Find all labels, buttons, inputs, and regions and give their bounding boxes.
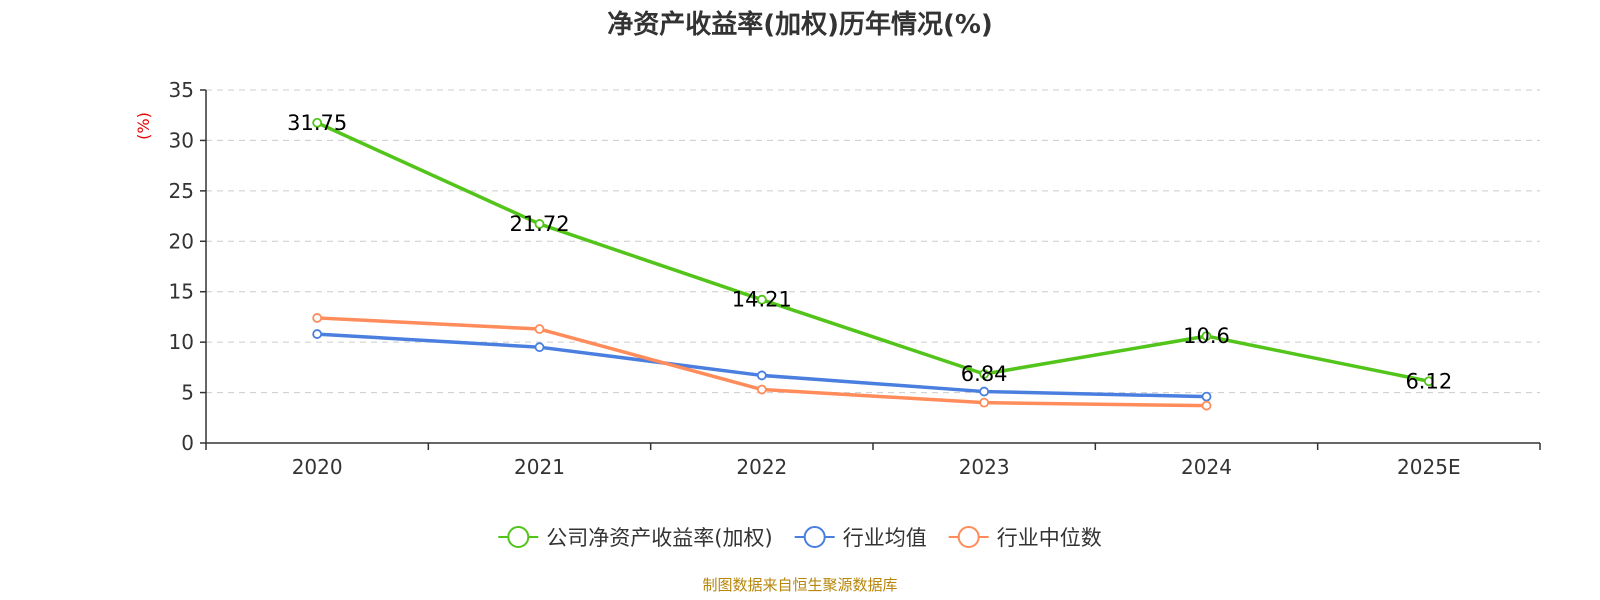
x-tick-label: 2023 (959, 455, 1010, 479)
data-point-marker[interactable] (312, 117, 323, 128)
data-point-marker[interactable] (312, 313, 323, 323)
data-point-marker[interactable] (534, 342, 545, 353)
chart-title: 净资产收益率(加权)历年情况(%) (607, 9, 993, 40)
data-point-marker[interactable] (979, 397, 990, 408)
data-point-marker[interactable] (1201, 331, 1212, 341)
y-tick-label: 15 (169, 280, 194, 304)
grid-lines (206, 89, 1540, 394)
legend-label: 行业中位数 (997, 526, 1102, 550)
x-tick-label: 2021 (514, 455, 565, 479)
series-line (316, 121, 1430, 383)
data-point-marker[interactable] (756, 370, 767, 381)
data-point-marker[interactable] (1201, 391, 1212, 402)
data-label: 6.12 (1405, 369, 1452, 393)
x-tick-label: 2022 (736, 455, 787, 479)
data-label: 21.72 (509, 212, 569, 236)
y-tick-label: 10 (169, 330, 194, 354)
data-labels: 31.75 21.72 14.21 6.84 10.6 6.12 (287, 111, 1452, 393)
data-label: 14.21 (732, 288, 792, 312)
y-axis-unit-label: (%) (134, 112, 153, 140)
legend-item[interactable]: 行业均值 (794, 526, 927, 550)
data-source-note: 制图数据来自恒生聚源数据库 (702, 576, 897, 594)
data-point-marker[interactable] (312, 329, 323, 339)
data-point-marker[interactable] (534, 324, 545, 334)
legend-label: 行业均值 (843, 526, 927, 550)
data-point-marker[interactable] (1201, 400, 1212, 411)
data-point-marker[interactable] (756, 294, 767, 305)
data-label: 10.6 (1183, 324, 1230, 348)
x-tick-label: 2020 (292, 455, 343, 479)
data-point-marker[interactable] (1423, 376, 1434, 387)
data-point-marker[interactable] (979, 386, 990, 397)
data-label: 31.75 (287, 111, 347, 135)
legend-circle-icon (803, 526, 826, 548)
data-point-marker[interactable] (979, 369, 990, 379)
data-point-marker[interactable] (534, 219, 545, 229)
data-point-marker[interactable] (756, 384, 767, 395)
x-tick-label: 2024 (1181, 455, 1232, 479)
y-tick-label: 20 (169, 229, 194, 253)
legend-circle-icon (957, 526, 980, 548)
y-tick-label: 30 (169, 128, 194, 152)
axes: 0 5 10 15 20 25 30 35 2020 2021 2022 2023 2024 2025E (169, 78, 1541, 479)
legend-circle-icon (507, 526, 530, 548)
y-tick-label: 25 (169, 179, 194, 203)
y-tick-label: 5 (181, 381, 194, 405)
x-tick-label: 2025E (1397, 455, 1461, 479)
data-label: 6.84 (961, 362, 1008, 386)
legend-item[interactable]: 公司净资产收益率(加权) (498, 526, 773, 550)
legend-label: 公司净资产收益率(加权) (546, 526, 772, 550)
y-tick-label: 0 (181, 431, 194, 455)
series-lines (312, 117, 1434, 411)
legend-item[interactable]: 行业中位数 (948, 526, 1102, 550)
y-tick-label: 35 (169, 78, 194, 102)
legend[interactable]: 公司净资产收益率(加权) 行业均值 行业中位数 (498, 526, 1102, 550)
